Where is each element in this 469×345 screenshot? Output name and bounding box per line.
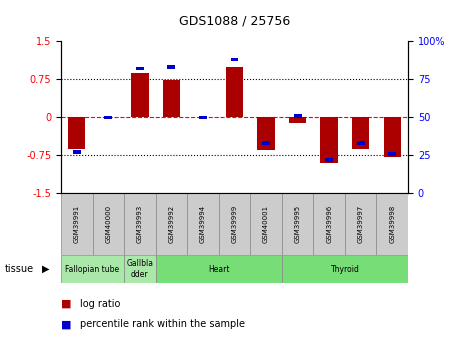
Text: GSM39996: GSM39996 <box>326 205 332 243</box>
Bar <box>226 67 243 117</box>
Bar <box>377 193 408 255</box>
Bar <box>352 117 370 149</box>
Bar <box>384 117 401 157</box>
Text: GSM39998: GSM39998 <box>389 205 395 243</box>
Text: Heart: Heart <box>208 265 229 274</box>
Text: GSM40001: GSM40001 <box>263 205 269 243</box>
Bar <box>124 193 156 255</box>
Bar <box>156 255 282 283</box>
Bar <box>320 117 338 163</box>
Text: Gallbla
dder: Gallbla dder <box>126 259 153 279</box>
Bar <box>325 158 333 161</box>
Bar <box>313 193 345 255</box>
Text: GSM39992: GSM39992 <box>168 205 174 243</box>
Text: Fallopian tube: Fallopian tube <box>66 265 120 274</box>
Bar <box>250 193 282 255</box>
Bar <box>388 152 396 156</box>
Bar <box>61 255 124 283</box>
Text: GDS1088 / 25756: GDS1088 / 25756 <box>179 14 290 28</box>
Bar <box>163 80 180 117</box>
Text: GSM39997: GSM39997 <box>358 205 363 243</box>
Text: GSM39993: GSM39993 <box>137 205 143 243</box>
Bar <box>124 255 156 283</box>
Bar <box>257 117 275 150</box>
Bar <box>61 193 92 255</box>
Bar <box>282 255 408 283</box>
Bar <box>231 58 238 61</box>
Text: GSM39995: GSM39995 <box>295 205 301 243</box>
Bar <box>167 66 175 69</box>
Text: GSM39994: GSM39994 <box>200 205 206 243</box>
Bar <box>357 141 364 145</box>
Text: ■: ■ <box>61 299 71 308</box>
Bar <box>73 150 81 154</box>
Bar <box>156 193 187 255</box>
Bar <box>282 193 313 255</box>
Bar <box>289 117 306 124</box>
Bar <box>92 193 124 255</box>
Text: percentile rank within the sample: percentile rank within the sample <box>80 319 245 329</box>
Text: ▶: ▶ <box>42 264 50 274</box>
Bar <box>219 193 250 255</box>
Text: Thyroid: Thyroid <box>331 265 359 274</box>
Text: GSM39999: GSM39999 <box>232 205 237 243</box>
Bar <box>345 193 377 255</box>
Bar <box>131 73 149 117</box>
Bar <box>187 193 219 255</box>
Text: ■: ■ <box>61 319 71 329</box>
Bar <box>68 117 85 149</box>
Bar <box>199 116 207 119</box>
Bar <box>294 114 302 118</box>
Text: log ratio: log ratio <box>80 299 120 308</box>
Text: GSM39991: GSM39991 <box>74 205 80 243</box>
Bar <box>104 116 112 119</box>
Bar <box>262 141 270 145</box>
Text: GSM40000: GSM40000 <box>106 205 111 243</box>
Text: tissue: tissue <box>5 264 34 274</box>
Bar <box>136 67 144 70</box>
